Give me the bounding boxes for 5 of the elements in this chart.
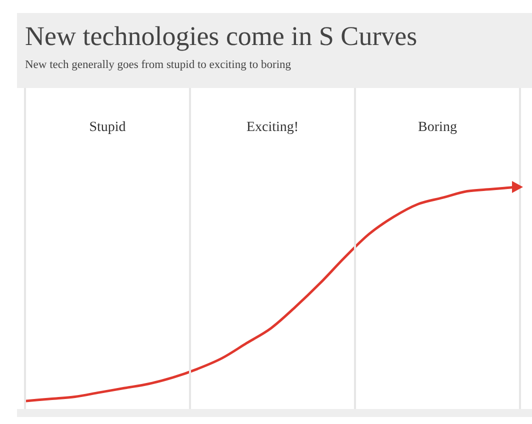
text: Exciting! (246, 120, 299, 136)
text: Boring (418, 120, 457, 136)
chart-title: New technologies come in S Curves (25, 21, 418, 52)
chart-subtitle: New tech generally goes from stupid to exciting to boring (25, 59, 292, 71)
text: Stupid (89, 120, 126, 136)
